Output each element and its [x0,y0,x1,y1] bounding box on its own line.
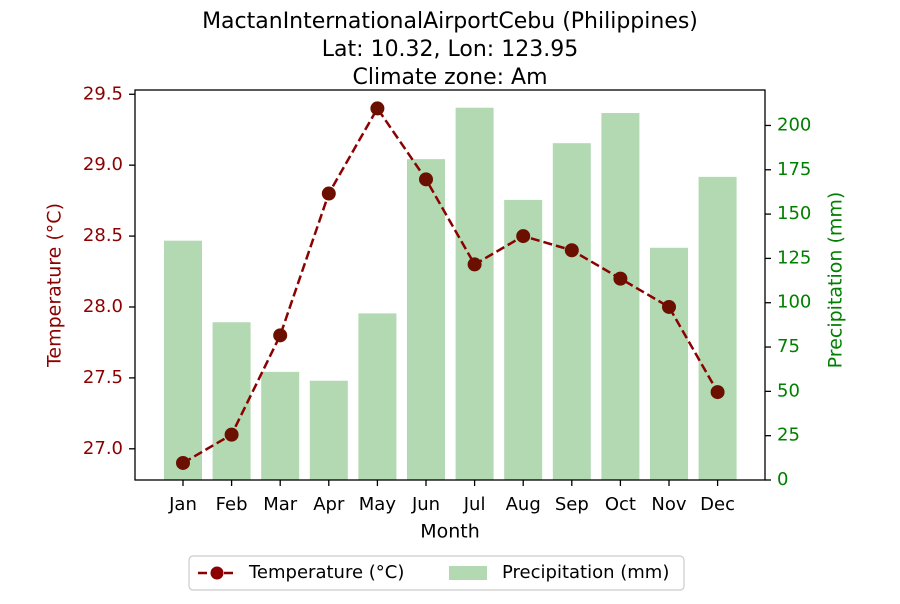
legend-precipitation-label: Precipitation (mm) [502,562,669,583]
temperature-point [321,186,336,201]
temperature-point [370,101,385,116]
y-right-tick-label: 100 [777,292,811,313]
x-tick-label: Jul [463,494,486,515]
x-tick-label: Feb [216,494,248,515]
temperature-point [419,172,433,187]
plot-frame [134,89,766,481]
temperature-point [176,455,190,470]
y-right-tick-label: 200 [777,114,811,135]
temperature-point [467,257,482,272]
x-tick-label: Apr [313,494,345,515]
y-right-tick-label: 50 [777,380,800,401]
y-left-tick-label: 29.5 [83,83,123,104]
precipitation-bar [261,371,300,480]
y-right-tick-label: 125 [777,247,811,268]
temperature-point [710,385,725,400]
chart-title-line: Climate zone: Am [352,65,547,90]
precipitation-bar [601,113,640,480]
y-right-tick-label: 75 [777,336,800,357]
chart-title: MactanInternationalAirportCebu (Philippi… [202,9,698,90]
y-right-tick-label: 0 [777,469,788,490]
precipitation-bar [309,380,348,480]
y-left-tick-label: 27.5 [83,367,123,388]
y-left-axis-label: Temperature (°C) [44,203,66,368]
precipitation-bar [358,313,397,480]
temperature-line-series [176,101,725,470]
precipitation-bar [698,176,737,480]
precipitation-bar [407,159,445,481]
x-tick-label: Jan [168,494,197,515]
y-left-tick-label: 27.0 [83,438,123,459]
legend: Temperature (°C) Precipitation (mm) [188,555,685,591]
temperature-point [224,427,239,442]
x-tick-label: Nov [651,494,686,515]
y-right-axis-label: Precipitation (mm) [825,192,847,369]
x-tick-label: Jun [411,494,440,515]
temperature-point [662,299,676,314]
y-right-tick-label: 150 [777,203,811,224]
precipitation-bar [504,199,543,480]
x-axis-label: Month [420,521,480,543]
temperature-line [182,106,719,465]
precipitation-bar [164,240,202,480]
precipitation-bar [212,322,251,480]
temperature-point [613,271,628,286]
precipitation-bars [164,107,737,481]
legend-frame [188,555,685,591]
y-right-tick-label: 175 [777,159,811,180]
y-left-tick-label: 29.0 [83,154,123,175]
x-tick-label: Oct [605,494,636,515]
legend-temperature-marker-swatch [210,566,224,580]
temperature-point [516,229,531,244]
precipitation-bar [455,107,494,481]
legend-temperature-label: Temperature (°C) [248,562,404,583]
y-left-tick-label: 28.5 [83,225,123,246]
temperature-point [564,243,579,258]
chart-title-line: MactanInternationalAirportCebu (Philippi… [202,9,698,34]
x-tick-label: Mar [263,494,298,515]
axes: 27.0 27.5 28.0 28.5 29.0 29.5 0 25 50 75 100 125 150… [44,83,847,542]
x-tick-label: May [359,494,397,515]
precipitation-bar [650,247,688,480]
chart-title-line: Lat: 10.32, Lon: 123.95 [322,37,578,62]
y-right-tick-label: 25 [777,425,800,446]
x-tick-label: Dec [700,494,735,515]
x-tick-label: Aug [506,494,541,515]
legend-precipitation-swatch [449,566,487,580]
temperature-point [273,328,288,343]
y-left-tick-label: 28.0 [83,296,123,317]
x-tick-label: Sep [555,494,589,515]
precipitation-bar [552,143,591,480]
